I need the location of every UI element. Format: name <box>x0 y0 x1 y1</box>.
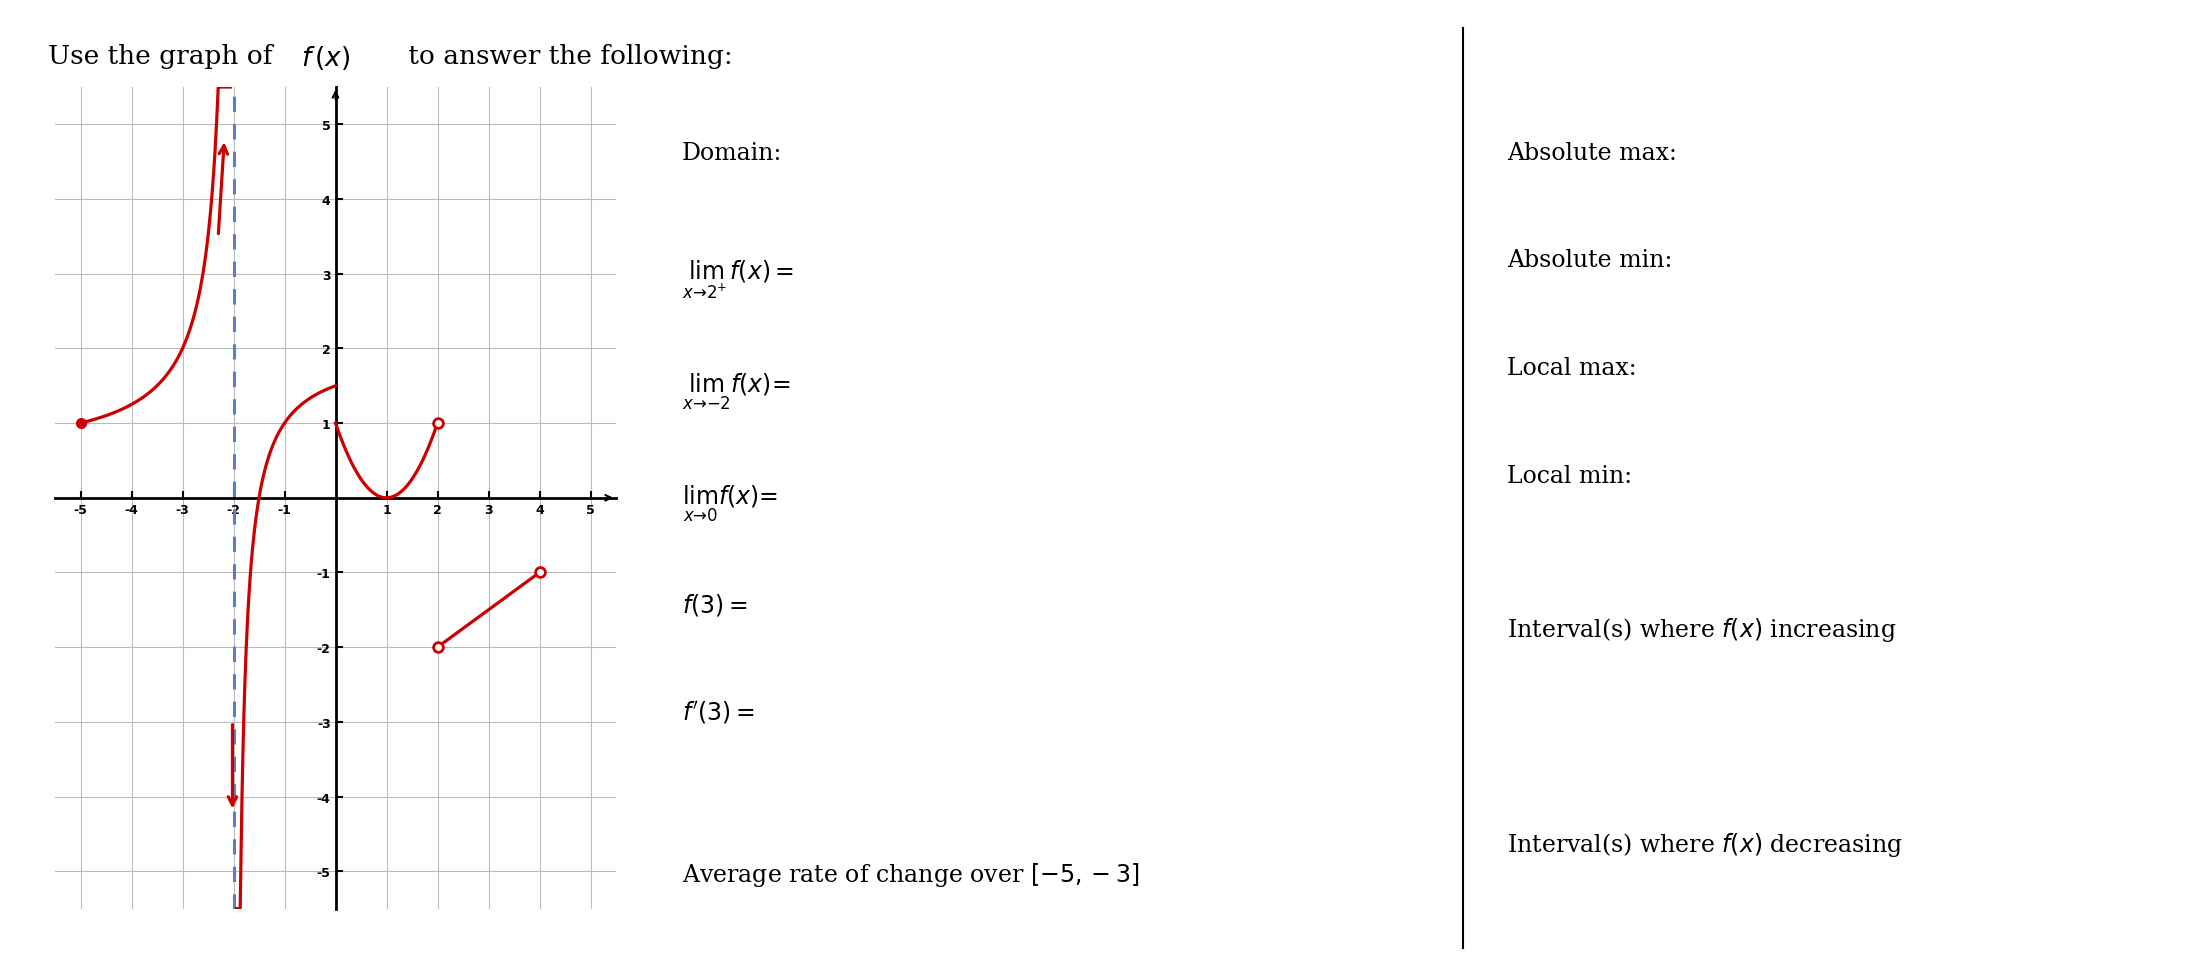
Text: $f\,(x)$: $f\,(x)$ <box>301 44 350 72</box>
Text: $\lim_{x \to -2} f(x) =$: $\lim_{x \to -2} f(x) =$ <box>682 371 790 411</box>
Text: Interval(s) where $f(x)$ decreasing: Interval(s) where $f(x)$ decreasing <box>1507 830 1903 859</box>
Text: $\lim_{x \to 0} f(x) =$: $\lim_{x \to 0} f(x) =$ <box>682 484 779 524</box>
Text: Absolute max:: Absolute max: <box>1507 142 1676 165</box>
Text: $f'(3) =$: $f'(3) =$ <box>682 699 755 725</box>
Text: Local min:: Local min: <box>1507 464 1632 488</box>
Text: Absolute min:: Absolute min: <box>1507 249 1672 273</box>
Text: Local max:: Local max: <box>1507 357 1637 380</box>
Text: Interval(s) where $f(x)$ increasing: Interval(s) where $f(x)$ increasing <box>1507 616 1896 644</box>
Text: $\lim_{x \to 2^+} f(x) =$: $\lim_{x \to 2^+} f(x) =$ <box>682 259 794 301</box>
Text: $f(3) =$: $f(3) =$ <box>682 591 748 617</box>
Text: to answer the following:: to answer the following: <box>400 44 733 69</box>
Text: Use the graph of: Use the graph of <box>48 44 282 69</box>
Text: Average rate of change over $[-5, -3]$: Average rate of change over $[-5, -3]$ <box>682 860 1140 888</box>
Text: Domain:: Domain: <box>682 142 783 165</box>
